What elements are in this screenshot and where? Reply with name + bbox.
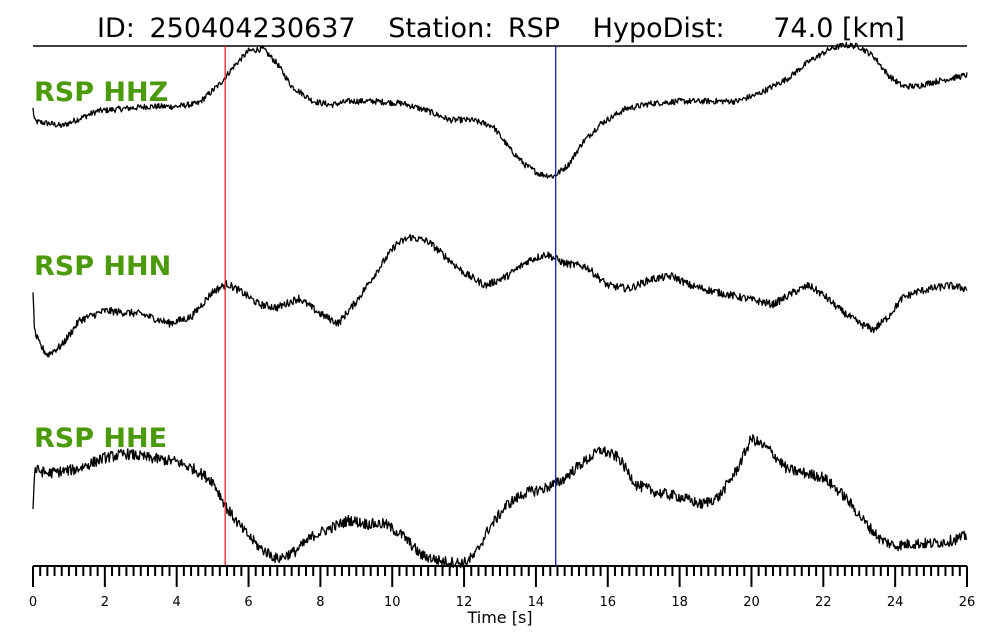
x-tick-label: 6	[244, 595, 252, 610]
x-tick-label: 12	[456, 595, 473, 610]
channel-label-2: RSP HHN	[34, 251, 171, 282]
event-id: 250404230637	[149, 13, 355, 44]
chart-title: ID: 250404230637 Station: RSP HypoDist: …	[97, 13, 905, 44]
station-value: RSP	[508, 13, 560, 44]
station-label: Station:	[388, 13, 493, 44]
x-axis-label: Time [s]	[466, 608, 532, 627]
channel-label-group: RSP HHZ RSP HHN RSP HHE	[34, 77, 171, 454]
trace-2	[32, 233, 968, 358]
x-tick-label: 8	[316, 595, 324, 610]
x-tick-label: 22	[815, 595, 832, 610]
channel-label-3: RSP HHE	[34, 423, 167, 454]
trace-1	[32, 41, 968, 179]
time-axis: 0 2 4 6 8 10 12 14 16 18 20 22 24 26	[29, 565, 976, 610]
pick-marker-group	[224, 46, 557, 566]
x-tick-label: 20	[743, 595, 760, 610]
x-tick-label: 16	[599, 595, 616, 610]
x-tick-label: 14	[528, 595, 545, 610]
hypodist-label: HypoDist:	[593, 13, 725, 44]
x-tick-label: 0	[29, 595, 37, 610]
x-tick-label: 18	[671, 595, 688, 610]
hypodist-value: 74.0 [km]	[773, 13, 905, 44]
x-tick-label: 24	[887, 595, 904, 610]
channel-label-1: RSP HHZ	[34, 77, 168, 108]
x-tick-label: 26	[959, 595, 976, 610]
id-label: ID:	[97, 13, 135, 44]
trace-group	[32, 41, 968, 569]
x-tick-label: 4	[173, 595, 181, 610]
x-tick-label: 2	[101, 595, 109, 610]
x-tick-label: 10	[384, 595, 401, 610]
trace-3	[32, 434, 968, 569]
